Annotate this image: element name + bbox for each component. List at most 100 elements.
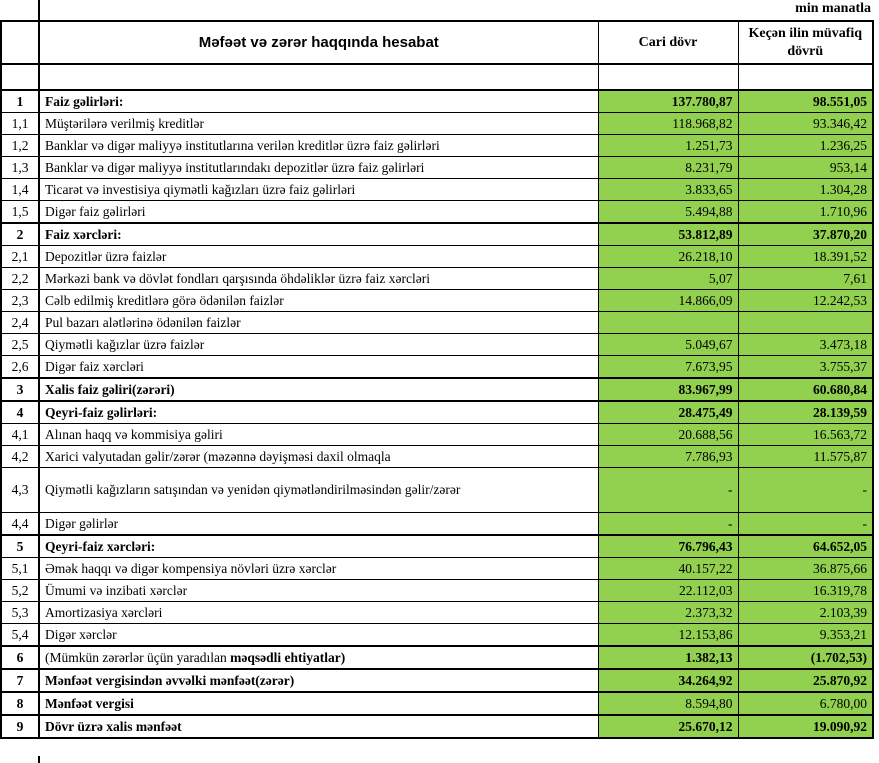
previous-value-cell: 11.575,87	[737, 445, 874, 468]
previous-value-cell: 1.236,25	[737, 134, 874, 157]
current-value-cell: 7.673,95	[597, 355, 739, 379]
previous-value-cell: 3.473,18	[737, 333, 874, 356]
table-row: 5 Qeyri-faiz xərcləri: 76.796,43 64.652,05	[0, 534, 874, 558]
current-value-cell: 34.264,92	[597, 668, 739, 693]
table-row: 2,5 Qiymətli kağızlar üzrə faizlər 5.049,6…	[0, 333, 874, 356]
row-label-cell: Müştərilərə verilmiş kreditlər	[38, 112, 599, 135]
table-row: 4,2 Xarici valyutadan gəlir/zərər (məzənn…	[0, 445, 874, 468]
current-value-cell: 5.049,67	[597, 333, 739, 356]
previous-value-cell: 6.780,00	[737, 691, 874, 716]
previous-value-cell: 64.652,05	[737, 534, 874, 558]
current-value-cell: 12.153,86	[597, 623, 739, 647]
row-number-cell: 4,1	[0, 423, 40, 446]
row-number-cell: 5,1	[0, 557, 40, 580]
table-row: 4 Qeyri-faiz gəlirləri: 28.475,49 28.139,59	[0, 400, 874, 424]
current-value-cell: 5.494,88	[597, 200, 739, 224]
report-table-body: 1 Faiz gəlirləri: 137.780,87 98.551,05 1,1 Mü…	[0, 89, 874, 739]
table-row: 1,5 Digər faiz gəlirləri 5.494,88 1.710,96	[0, 200, 874, 224]
spacer-cell	[597, 63, 739, 91]
row-label-cell: Xalis faiz gəliri(zərəri)	[38, 377, 599, 402]
spacer-cell	[737, 63, 874, 91]
table-row: 1,3 Banklar və digər maliyyə institutları…	[0, 156, 874, 179]
row-label-cell: Ümumi və inzibati xərclər	[38, 579, 599, 602]
row-label-cell: Dövr üzrə xalis mənfəət	[38, 714, 599, 739]
previous-value-cell: 37.870,20	[737, 222, 874, 246]
table-row: 4,4 Digər gəlirlər - -	[0, 512, 874, 536]
current-value-cell: 7.786,93	[597, 445, 739, 468]
current-value-cell: 14.866,09	[597, 289, 739, 312]
table-row: 7 Mənfəət vergisindən əvvəlki mənfəət(zər…	[0, 668, 874, 693]
previous-value-cell: 953,14	[737, 156, 874, 179]
row-label-cell: Pul bazarı alətlərinə ödənilən faizlər	[38, 311, 599, 334]
table-row: 5,4 Digər xərclər 12.153,86 9.353,21	[0, 623, 874, 647]
row-label-cell: Ticarət və investisiya qiymətli kağızlar…	[38, 178, 599, 201]
table-row: 2,1 Depozitlər üzrə faizlər 26.218,10 18.39…	[0, 245, 874, 268]
row-number-cell: 4,4	[0, 512, 40, 536]
table-row: 1,4 Ticarət və investisiya qiymətli kağız…	[0, 178, 874, 201]
row-label-cell: (Mümkün zərərlər üçün yaradılan məqsədli…	[38, 645, 599, 670]
table-row: 5,2 Ümumi və inzibati xərclər 22.112,03 16.…	[0, 579, 874, 602]
row-number-cell: 1,4	[0, 178, 40, 201]
row-number-cell: 2	[0, 222, 40, 246]
gridline-stub-top	[38, 0, 40, 21]
previous-value-cell: 19.090,92	[737, 714, 874, 739]
row-label-cell: Digər gəlirlər	[38, 512, 599, 536]
table-row: 8 Mənfəət vergisi 8.594,80 6.780,00	[0, 691, 874, 716]
table-row: 4,1 Alınan haqq və kommisiya gəliri 20.688…	[0, 423, 874, 446]
previous-value-cell: 1.304,28	[737, 178, 874, 201]
current-value-cell: 3.833,65	[597, 178, 739, 201]
row-label-cell: Qeyri-faiz gəlirləri:	[38, 400, 599, 424]
current-value-cell: 137.780,87	[597, 89, 739, 113]
table-row: 2,3 Cəlb edilmiş kreditlərə görə ödənilən…	[0, 289, 874, 312]
current-value-cell: 76.796,43	[597, 534, 739, 558]
table-row: 2 Faiz xərcləri: 53.812,89 37.870,20	[0, 222, 874, 246]
previous-value-cell: 18.391,52	[737, 245, 874, 268]
row-number-cell: 9	[0, 714, 40, 739]
previous-value-cell	[737, 311, 874, 334]
row-number-cell: 8	[0, 691, 40, 716]
row-number-cell: 5	[0, 534, 40, 558]
row-label-cell: Cəlb edilmiş kreditlərə görə ödənilən fa…	[38, 289, 599, 312]
table-row: 4,3 Qiymətli kağızların satışından və yen…	[0, 467, 874, 513]
row-label-bold-part: məqsədli ehtiyatlar)	[230, 649, 346, 665]
row-number-cell: 7	[0, 668, 40, 693]
previous-value-cell: 16.319,78	[737, 579, 874, 602]
report-table: Məfəət və zərər haqqında hesabat Cari dö…	[0, 20, 874, 739]
current-value-cell: -	[597, 512, 739, 536]
row-number-cell: 2,1	[0, 245, 40, 268]
row-number-cell: 1,3	[0, 156, 40, 179]
current-value-cell: 2.373,32	[597, 601, 739, 624]
table-row: 1 Faiz gəlirləri: 137.780,87 98.551,05	[0, 89, 874, 113]
row-label-cell: Əmək haqqı və digər kompensiya növləri ü…	[38, 557, 599, 580]
table-row: 5,3 Amortizasiya xərcləri 2.373,32 2.103,39	[0, 601, 874, 624]
row-number-cell: 1,2	[0, 134, 40, 157]
row-label-cell: Alınan haqq və kommisiya gəliri	[38, 423, 599, 446]
row-number-cell: 2,5	[0, 333, 40, 356]
row-label-cell: Amortizasiya xərcləri	[38, 601, 599, 624]
previous-value-cell: 60.680,84	[737, 377, 874, 402]
spacer-cell	[38, 63, 599, 91]
current-value-cell: 1.251,73	[597, 134, 739, 157]
table-row: 6 (Mümkün zərərlər üçün yaradılan məqsədl…	[0, 645, 874, 670]
table-row: 9 Dövr üzrə xalis mənfəət 25.670,12 19.090,…	[0, 714, 874, 739]
current-value-cell	[597, 311, 739, 334]
current-value-cell: 25.670,12	[597, 714, 739, 739]
current-value-cell: 20.688,56	[597, 423, 739, 446]
previous-value-cell: 16.563,72	[737, 423, 874, 446]
previous-value-cell: 93.346,42	[737, 112, 874, 135]
row-number-cell: 5,3	[0, 601, 40, 624]
previous-value-cell: 2.103,39	[737, 601, 874, 624]
current-value-cell: 53.812,89	[597, 222, 739, 246]
row-number-cell: 2,4	[0, 311, 40, 334]
table-row: 1,1 Müştərilərə verilmiş kreditlər 118.968…	[0, 112, 874, 135]
previous-value-cell: 7,61	[737, 267, 874, 290]
previous-value-cell: 28.139,59	[737, 400, 874, 424]
row-label-cell: Faiz gəlirləri:	[38, 89, 599, 113]
spacer-cell	[0, 63, 40, 91]
column-header-current: Cari dövr	[597, 20, 739, 65]
row-label-cell: Mənfəət vergisindən əvvəlki mənfəət(zərə…	[38, 668, 599, 693]
table-row: 1,2 Banklar və digər maliyyə institutları…	[0, 134, 874, 157]
previous-value-cell: 1.710,96	[737, 200, 874, 224]
column-header-previous: Keçən ilin müvafiq dövrü	[737, 20, 874, 65]
